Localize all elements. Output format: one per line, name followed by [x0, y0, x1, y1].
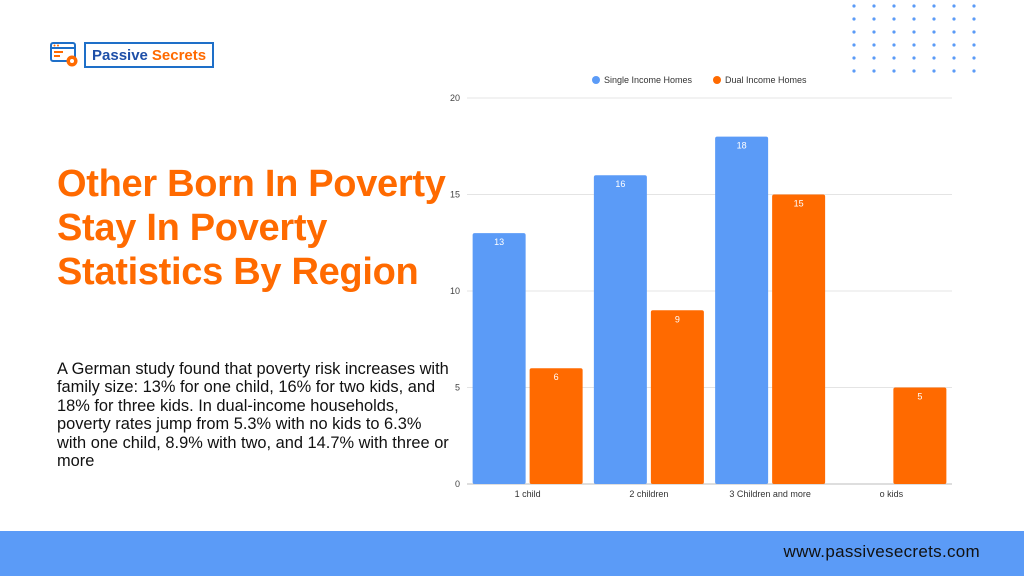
- description: A German study found that poverty risk i…: [57, 360, 449, 471]
- data-label: 5: [917, 392, 922, 402]
- decorative-dot: [852, 4, 856, 8]
- y-tick-label: 20: [450, 93, 460, 103]
- decorative-dot: [912, 69, 916, 73]
- decorative-dot: [972, 17, 976, 21]
- y-tick-label: 0: [455, 479, 460, 489]
- page-title: Other Born In Poverty Stay In Poverty St…: [57, 163, 446, 293]
- decorative-dot: [952, 43, 956, 47]
- bar-chart: 0 5 10 15 20 Single Income Homes Dual Income H…: [450, 75, 952, 499]
- decorative-dot: [932, 30, 936, 34]
- decorative-dot: [912, 43, 916, 47]
- data-label: 15: [794, 199, 804, 209]
- decorative-dot: [852, 17, 856, 21]
- logo-text-main: Passive: [92, 46, 148, 64]
- decorative-dot: [972, 69, 976, 73]
- decorative-dot: [952, 69, 956, 73]
- decorative-dot: [952, 17, 956, 21]
- bar: [893, 387, 947, 484]
- decorative-dot: [872, 4, 876, 8]
- decorative-dot: [932, 43, 936, 47]
- decorative-dot: [892, 4, 896, 8]
- x-tick-label: 1 child: [515, 489, 541, 499]
- decorative-dot: [952, 56, 956, 60]
- decorative-dot: [892, 56, 896, 60]
- decorative-dot-grid: [852, 4, 976, 73]
- decorative-dot: [932, 17, 936, 21]
- y-tick-label: 15: [450, 190, 460, 200]
- x-tick-label: 2 children: [629, 489, 668, 499]
- legend-swatch: [592, 76, 600, 84]
- logo-wordmark: Passive Secrets: [84, 42, 215, 68]
- data-label: 13: [494, 237, 504, 247]
- decorative-dot: [892, 30, 896, 34]
- decorative-dot: [872, 69, 876, 73]
- y-tick-label: 5: [455, 383, 460, 393]
- decorative-dot: [972, 4, 976, 8]
- legend-label: Single Income Homes: [604, 75, 693, 85]
- y-tick-label: 10: [450, 286, 460, 296]
- decorative-dot: [912, 17, 916, 21]
- bar: [472, 233, 526, 484]
- decorative-dot: [952, 30, 956, 34]
- decorative-dot: [872, 56, 876, 60]
- legend-swatch: [713, 76, 721, 84]
- decorative-dot: [912, 56, 916, 60]
- decorative-dot: [932, 56, 936, 60]
- decorative-dot: [972, 43, 976, 47]
- decorative-dot: [872, 43, 876, 47]
- legend-label: Dual Income Homes: [725, 75, 807, 85]
- footer-url: www.passivesecrets.com: [783, 542, 980, 561]
- bar: [529, 368, 583, 484]
- decorative-dot: [912, 4, 916, 8]
- data-label: 6: [554, 372, 559, 382]
- logo: Passive Secrets: [50, 41, 215, 69]
- logo-text-accent: Secrets: [151, 46, 207, 64]
- x-tick-label: o kids: [880, 489, 904, 499]
- bar: [593, 175, 647, 484]
- decorative-dot: [912, 30, 916, 34]
- bar: [715, 136, 769, 484]
- browser-gear-icon: [50, 41, 82, 69]
- data-label: 9: [675, 314, 680, 324]
- decorative-dot: [932, 4, 936, 8]
- decorative-dot: [872, 30, 876, 34]
- data-label: 16: [615, 179, 625, 189]
- bar: [772, 194, 826, 484]
- decorative-dot: [852, 69, 856, 73]
- footer-bar: www.passivesecrets.com: [0, 531, 1024, 576]
- decorative-dot: [972, 56, 976, 60]
- bar: [650, 310, 704, 484]
- decorative-dot: [932, 69, 936, 73]
- decorative-dot: [872, 17, 876, 21]
- decorative-dot: [952, 4, 956, 8]
- decorative-dot: [892, 43, 896, 47]
- decorative-dot: [892, 17, 896, 21]
- decorative-dot: [852, 30, 856, 34]
- decorative-dot: [852, 43, 856, 47]
- decorative-dot: [972, 30, 976, 34]
- x-tick-label: 3 Children and more: [729, 489, 811, 499]
- decorative-dot: [892, 69, 896, 73]
- data-label: 18: [737, 141, 747, 151]
- decorative-dot: [852, 56, 856, 60]
